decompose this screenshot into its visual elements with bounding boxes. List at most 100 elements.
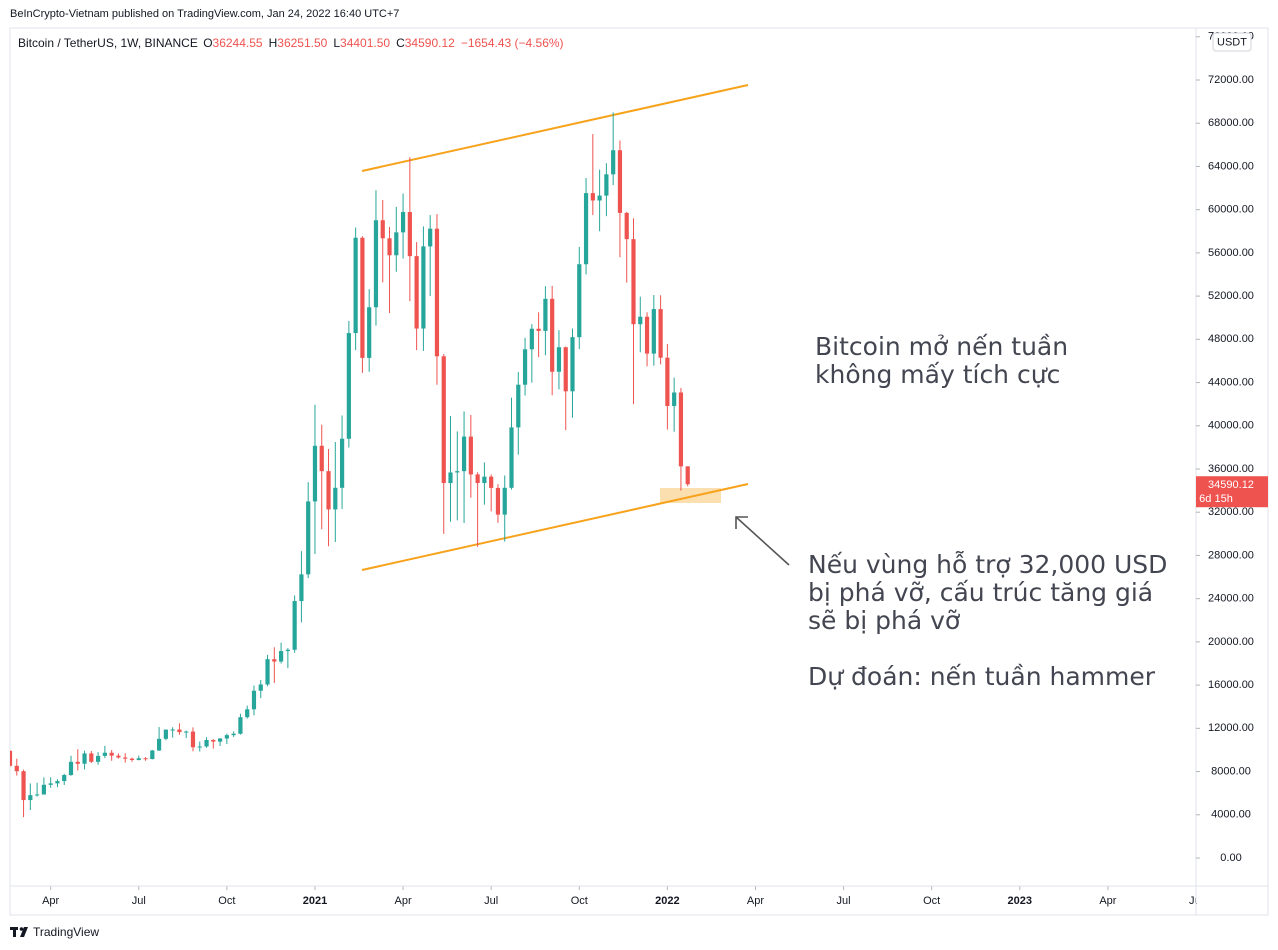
candle-body — [373, 220, 379, 308]
ohlc-key: L — [333, 36, 341, 50]
candle-body — [577, 264, 582, 338]
candle-body — [414, 256, 419, 329]
price-axis: 0.00 4000.00 8000.00 12000.00 16000.00 20000.… — [1196, 31, 1254, 864]
candle-body — [10, 750, 13, 766]
candle-body — [434, 228, 440, 357]
candle-body — [570, 337, 575, 392]
x-tick-label: Oct — [218, 895, 235, 907]
candle-body — [62, 775, 67, 782]
candle-body — [428, 228, 433, 247]
x-tick-label: Jul — [132, 895, 146, 907]
candle-body — [35, 794, 40, 796]
support-zone — [660, 488, 721, 503]
candle-body — [543, 298, 548, 331]
countdown: 6d 15h — [1199, 493, 1233, 505]
plot-area: Bitcoin mở nến tuần không mấy tích cực N… — [10, 84, 1167, 818]
candle-body — [170, 729, 175, 731]
candle-body — [678, 392, 684, 467]
ohlc-key: O — [203, 36, 213, 50]
y-tick-label: 28000.00 — [1208, 549, 1254, 561]
candle-body — [21, 771, 26, 801]
candle-body — [617, 150, 623, 213]
candle-body — [597, 195, 602, 201]
x-tick-label: Apr — [1099, 895, 1116, 907]
y-tick-label: 4000.00 — [1211, 809, 1251, 821]
ohlc-value: 34401.50 — [340, 36, 391, 50]
candle-body — [48, 783, 53, 785]
x-tick-label: Apr — [747, 895, 764, 907]
x-tick-label: 2023 — [1008, 895, 1032, 907]
y-tick-label: 12000.00 — [1208, 722, 1254, 734]
symbol: Bitcoin / TetherUS, 1W, BINANCE — [18, 36, 198, 50]
currency: USDT — [1217, 36, 1247, 48]
candle-body — [251, 690, 257, 710]
candle-body — [231, 733, 236, 736]
logo-part — [20, 927, 28, 937]
candle-body — [89, 753, 94, 762]
x-tick-label: 2022 — [655, 895, 679, 907]
candle-body — [502, 487, 507, 515]
candle-body — [217, 738, 223, 742]
y-tick-label: 56000.00 — [1208, 247, 1254, 259]
candle-body — [116, 755, 121, 758]
y-tick-label: 64000.00 — [1208, 160, 1254, 172]
last-price-box — [1196, 476, 1268, 508]
candle-body — [550, 298, 555, 372]
y-tick-label: 24000.00 — [1208, 593, 1254, 605]
candle-body — [563, 347, 568, 392]
x-tick-label: Jul — [484, 895, 498, 907]
x-tick-label: Jul — [837, 895, 851, 907]
channel-lower — [361, 483, 749, 571]
y-tick-label: 44000.00 — [1208, 376, 1254, 388]
x-tick-label: Oct — [571, 895, 588, 907]
candle-body — [360, 237, 365, 358]
candle-body — [109, 752, 114, 756]
candle-body — [129, 758, 135, 760]
time-axis: Apr Jul Oct 2021 Apr Jul Oct 2022 Apr Jul Oct 2023 A… — [42, 886, 1203, 907]
ohlc: O36244.55 H36251.50 L34401.50 C34590.12 −165… — [201, 36, 563, 50]
candle-body — [190, 731, 196, 748]
x-tick-label: Oct — [923, 895, 940, 907]
candle-body — [75, 761, 80, 764]
currency-badge — [1212, 32, 1252, 52]
x-tick-label: 2021 — [303, 895, 327, 907]
candle-body — [658, 309, 663, 358]
y-tick-label: 68000.00 — [1208, 117, 1254, 129]
y-tick-label: 8000.00 — [1211, 765, 1251, 777]
y-tick-label: 72000.00 — [1208, 74, 1254, 86]
candle-body — [339, 438, 345, 488]
y-tick-label: 0.00 — [1220, 852, 1241, 864]
candle-body — [312, 445, 318, 502]
candle-body — [624, 212, 629, 240]
y-tick-label: 16000.00 — [1208, 679, 1254, 691]
y-tick-label: 32000.00 — [1208, 506, 1254, 518]
candle-body — [529, 328, 534, 350]
candle-body — [611, 150, 616, 175]
candle-body — [475, 474, 480, 484]
candle-body — [204, 740, 209, 747]
ohlc-value: 36251.50 — [277, 36, 328, 50]
tv-logo — [10, 927, 28, 937]
candle-body — [184, 731, 189, 733]
y-tick-label: 40000.00 — [1208, 420, 1254, 432]
chart-frame — [9, 27, 1269, 916]
candle-body — [245, 709, 250, 718]
y-tick-label: 52000.00 — [1208, 290, 1254, 302]
candle-body — [489, 476, 494, 488]
last-price-label: 34590.12 — [1208, 479, 1254, 491]
logo-part — [19, 927, 24, 931]
candle-body — [224, 735, 229, 739]
candle-body — [333, 487, 338, 510]
candle-body — [299, 574, 304, 602]
candle-body — [590, 193, 595, 201]
channel-upper — [361, 84, 749, 172]
ohlc-value: 36244.55 — [212, 36, 263, 50]
candle-body — [455, 471, 460, 473]
candle-body — [285, 649, 290, 652]
annotation: bị phá vỡ, cấu trúc tăng giá — [808, 578, 1153, 607]
candle-body — [394, 232, 399, 256]
candle-body — [278, 651, 284, 662]
candle-body — [346, 333, 351, 439]
